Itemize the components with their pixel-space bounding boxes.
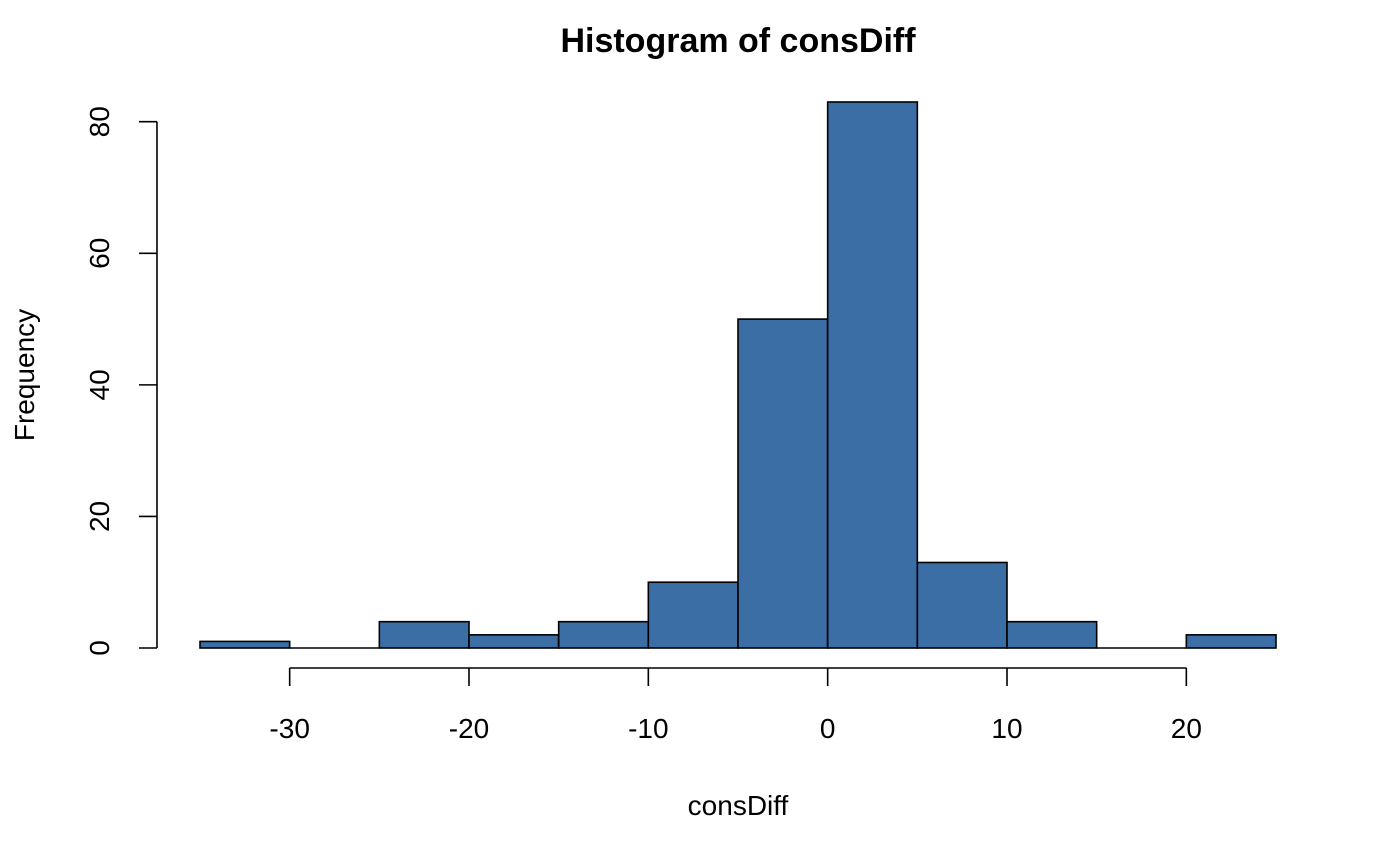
y-axis-label: Frequency [9, 309, 40, 441]
histogram-bar-3 [468, 634, 560, 649]
y-tick-label-2: 40 [84, 369, 115, 400]
x-tick-label-1: -20 [449, 713, 489, 744]
x-tick-label-2: -10 [628, 713, 668, 744]
x-tick-label-5: 20 [1171, 713, 1202, 744]
histogram-bar-11 [1185, 634, 1277, 649]
histogram-bar-0 [199, 640, 291, 649]
histogram-bar-5 [647, 581, 739, 649]
x-tick-label-4: 10 [991, 713, 1022, 744]
x-tick-label-3: 0 [820, 713, 836, 744]
histogram-bar-7 [826, 101, 919, 649]
histogram-bar-4 [557, 620, 650, 649]
x-axis: -30 -20 -10 0 10 20 [269, 667, 1202, 744]
y-axis: 0 20 40 60 80 [84, 106, 158, 656]
x-axis-label: consDiff [688, 790, 789, 821]
histogram-bar-9 [1006, 620, 1098, 649]
x-tick-label-0: -30 [269, 713, 309, 744]
y-tick-label-3: 60 [84, 238, 115, 269]
histogram-bar-8 [916, 561, 1008, 649]
y-tick-label-1: 20 [84, 501, 115, 532]
chart-title: Histogram of consDiff [560, 22, 916, 60]
bars-group [199, 101, 1277, 649]
histogram-bar-6 [737, 318, 829, 649]
y-tick-label-0: 0 [84, 640, 115, 656]
histogram-bar-2 [378, 620, 470, 649]
y-tick-label-4: 80 [84, 106, 115, 137]
